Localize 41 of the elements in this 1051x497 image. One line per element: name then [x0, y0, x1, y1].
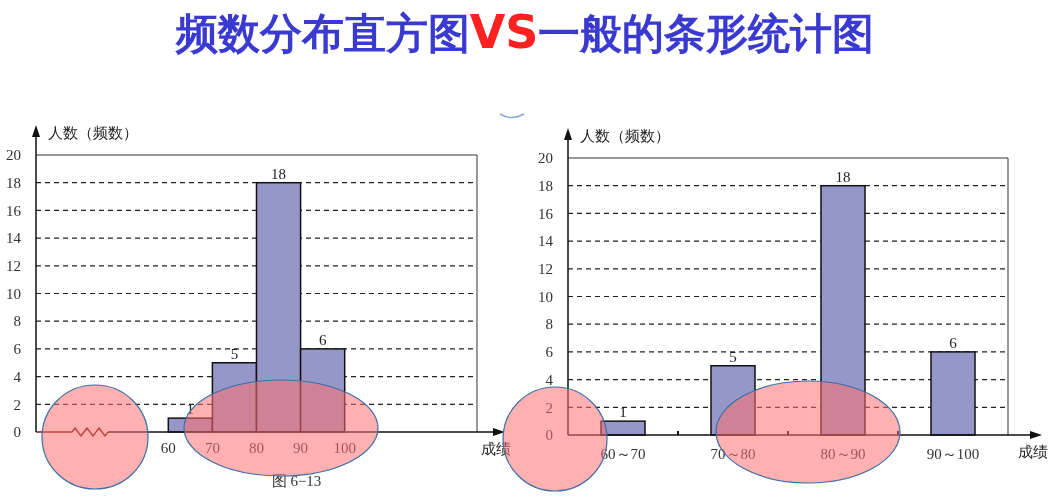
- y-tick-label: 6: [545, 344, 554, 361]
- x-tick-label: 60: [160, 440, 176, 456]
- x-tick-label: 80: [249, 440, 264, 456]
- y-tick-label: 4: [545, 371, 554, 388]
- y-tick-label: 16: [538, 205, 554, 222]
- y-tick-label: 14: [6, 230, 22, 247]
- x-axis-title: 成绩: [1018, 443, 1048, 461]
- y-tick-label: 14: [538, 233, 554, 250]
- y-tick-label: 8: [13, 313, 21, 330]
- y-tick-label: 20: [6, 147, 21, 164]
- y-axis-title: 人数（频数）: [48, 124, 138, 142]
- y-tick-label: 12: [538, 261, 553, 278]
- y-tick-label: 0: [13, 424, 21, 441]
- x-tick-label: 70～80: [710, 446, 756, 462]
- y-tick-label: 4: [13, 368, 22, 385]
- x-tick-label: 90～100: [926, 446, 980, 462]
- x-tick-label: 90: [293, 440, 309, 456]
- y-tick-label: 2: [545, 399, 553, 416]
- y-tick-label: 12: [6, 258, 21, 275]
- y-tick-label: 16: [6, 202, 22, 219]
- data-label: 6: [318, 331, 327, 348]
- y-tick-label: 6: [13, 341, 22, 358]
- y-tick-label: 2: [13, 396, 21, 413]
- data-label: 18: [835, 168, 851, 185]
- y-axis-title: 人数（频数）: [580, 127, 670, 145]
- y-tick-label: 10: [538, 288, 553, 305]
- y-tick-label: 0: [545, 427, 553, 444]
- y-tick-label: 18: [6, 174, 21, 191]
- data-label: 18: [271, 165, 287, 182]
- y-tick-label: 20: [538, 150, 553, 167]
- x-tick-label: 70: [204, 440, 220, 456]
- x-tick-label: 100: [333, 440, 356, 456]
- x-tick-label: 80～90: [820, 446, 866, 462]
- data-label: 5: [729, 348, 737, 365]
- y-tick-label: 10: [6, 285, 21, 302]
- y-tick-label: 8: [545, 316, 553, 333]
- data-label: 6: [949, 334, 958, 351]
- y-tick-label: 18: [538, 177, 553, 194]
- data-label: 5: [230, 345, 239, 362]
- chart-title: 频数分布直方图VS一般的条形统计图: [174, 5, 875, 59]
- caption: 图 6−13: [271, 473, 322, 489]
